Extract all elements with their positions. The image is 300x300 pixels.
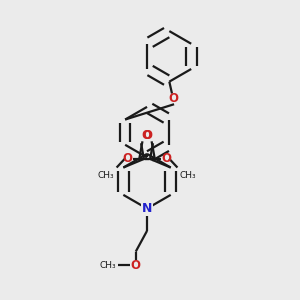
Text: O: O: [168, 92, 178, 105]
Text: CH₃: CH₃: [98, 171, 114, 180]
Text: O: O: [130, 259, 140, 272]
Text: O: O: [161, 152, 171, 164]
Text: O: O: [141, 129, 151, 142]
Text: CH₃: CH₃: [100, 260, 116, 269]
Text: N: N: [142, 202, 152, 215]
Text: O: O: [143, 129, 153, 142]
Text: O: O: [123, 152, 133, 164]
Text: CH₃: CH₃: [180, 171, 196, 180]
